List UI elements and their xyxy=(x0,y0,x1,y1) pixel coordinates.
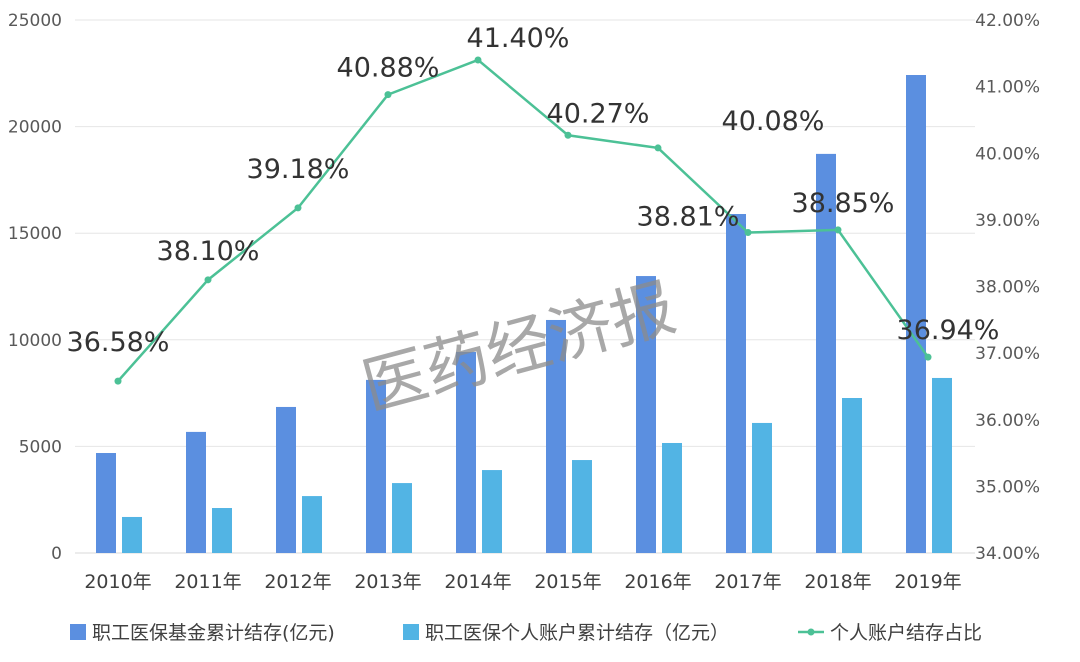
right-tick-label: 35.00% xyxy=(975,477,1040,497)
ratio-line xyxy=(114,56,932,385)
legend-swatch-personal xyxy=(403,624,419,640)
fund-balance-bar xyxy=(816,153,836,554)
data-label: 40.27% xyxy=(547,98,650,129)
data-label: 38.85% xyxy=(792,188,895,219)
x-tick-label: 2019年 xyxy=(894,571,961,593)
right-tick-label: 38.00% xyxy=(975,278,1040,298)
fund-balance-bar xyxy=(636,276,656,553)
x-tick-label: 2017年 xyxy=(714,571,781,593)
right-tick-label: 36.00% xyxy=(975,411,1040,431)
personal-account-bar xyxy=(932,377,952,553)
fund-balance-bar xyxy=(276,406,296,553)
fund-balance-bar xyxy=(456,351,476,553)
fund-balance-bar xyxy=(726,214,746,553)
bars xyxy=(96,75,952,554)
right-tick-label: 42.00% xyxy=(975,11,1040,31)
personal-account-bar xyxy=(392,483,412,553)
data-label: 36.94% xyxy=(897,315,1000,346)
fund-balance-bar xyxy=(546,319,566,553)
legend-label-ratio: 个人账户结存占比 xyxy=(830,622,982,644)
left-axis: 0 5000 10000 15000 20000 25000 xyxy=(8,11,62,564)
legend: 职工医保基金累计结存(亿元) 职工医保个人账户累计结存（亿元） 个人账户结存占比 xyxy=(70,622,982,644)
left-tick-label: 0 xyxy=(51,544,62,564)
ratio-point xyxy=(744,229,752,237)
legend-swatch-fund xyxy=(70,624,86,640)
ratio-point xyxy=(834,226,842,234)
ratio-point xyxy=(114,377,122,385)
right-tick-label: 34.00% xyxy=(975,544,1040,564)
x-tick-label: 2010年 xyxy=(84,571,151,593)
x-tick-label: 2018年 xyxy=(804,571,871,593)
data-labels: 36.58% 38.10% 39.18% 40.88% 41.40% 40.27% 40.0… xyxy=(67,23,1000,358)
right-tick-label: 41.00% xyxy=(975,78,1040,98)
personal-account-bar xyxy=(842,398,862,553)
x-tick-label: 2013年 xyxy=(354,571,421,593)
ratio-point xyxy=(474,56,482,64)
ratio-point xyxy=(564,131,572,139)
data-label: 38.81% xyxy=(637,202,740,233)
left-tick-label: 15000 xyxy=(8,224,62,244)
x-tick-label: 2011年 xyxy=(174,571,241,593)
x-tick-label: 2014年 xyxy=(444,571,511,593)
fund-balance-bar xyxy=(96,453,116,553)
right-axis: 34.00% 35.00% 36.00% 37.00% 38.00% 39.00% 40.0… xyxy=(975,11,1040,564)
data-label: 38.10% xyxy=(157,236,260,267)
data-label: 39.18% xyxy=(247,154,350,185)
data-label: 40.88% xyxy=(337,53,440,84)
legend-marker-ratio xyxy=(807,628,815,636)
x-tick-label: 2012年 xyxy=(264,571,331,593)
watermark: 医药经济报 xyxy=(355,271,683,425)
data-label: 41.40% xyxy=(467,23,570,54)
right-tick-label: 40.00% xyxy=(975,144,1040,164)
ratio-point xyxy=(924,353,932,361)
personal-account-bar xyxy=(752,422,772,553)
legend-label-fund: 职工医保基金累计结存(亿元) xyxy=(92,622,335,644)
left-tick-label: 5000 xyxy=(19,437,62,457)
ratio-line-path xyxy=(117,58,930,382)
personal-account-bar xyxy=(302,496,322,553)
ratio-point xyxy=(654,144,662,152)
fund-balance-bar xyxy=(906,75,926,553)
personal-account-bar xyxy=(572,460,592,553)
x-axis: 2010年 2011年 2012年 2013年 2014年 2015年 2016年 2017年… xyxy=(84,571,961,593)
left-tick-label: 20000 xyxy=(8,118,62,138)
data-label: 36.58% xyxy=(67,327,170,358)
personal-account-bar xyxy=(212,508,232,553)
ratio-point xyxy=(294,204,302,212)
ratio-point xyxy=(384,91,392,99)
legend-label-personal: 职工医保个人账户累计结存（亿元） xyxy=(425,622,729,644)
fund-balance-bar xyxy=(366,379,386,553)
personal-account-bar xyxy=(482,470,502,553)
fund-balance-bar xyxy=(186,431,206,553)
left-tick-label: 10000 xyxy=(8,331,62,351)
right-tick-label: 39.00% xyxy=(975,211,1040,231)
x-tick-label: 2015年 xyxy=(534,571,601,593)
personal-account-bar xyxy=(662,442,682,553)
left-tick-label: 25000 xyxy=(8,11,62,31)
ratio-point xyxy=(204,276,212,284)
personal-account-bar xyxy=(122,516,142,553)
x-tick-label: 2016年 xyxy=(624,571,691,593)
data-label: 40.08% xyxy=(722,106,825,137)
right-tick-label: 37.00% xyxy=(975,344,1040,364)
